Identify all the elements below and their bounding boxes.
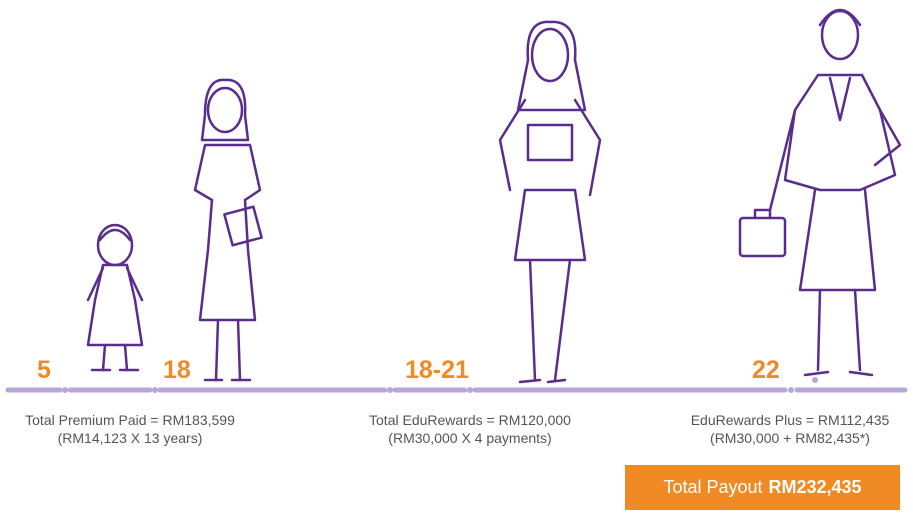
- timeline-dots: [62, 377, 818, 393]
- payout-label: Total Payout: [663, 477, 763, 497]
- age-label: 18: [163, 356, 191, 384]
- schoolgirl-figure: [193, 78, 263, 382]
- young-woman-figure: [498, 20, 602, 384]
- child-figure: [86, 223, 144, 372]
- note-line: (RM30,000 + RM82,435*): [710, 430, 870, 446]
- note-line: Total EduRewards = RM120,000: [369, 412, 571, 428]
- note-line: (RM30,000 X 4 payments): [388, 430, 551, 446]
- note-line: (RM14,123 X 13 years): [58, 430, 203, 446]
- businesswoman-figure: [738, 8, 902, 377]
- note-line: EduRewards Plus = RM112,435: [691, 412, 890, 428]
- age-label: 18-21: [405, 356, 469, 384]
- age-label: 22: [752, 356, 780, 384]
- note-line: Total Premium Paid = RM183,599: [25, 412, 235, 428]
- payout-box: Total Payout RM232,435: [625, 465, 900, 510]
- payout-amount: RM232,435: [768, 477, 862, 497]
- age-label: 5: [37, 356, 51, 384]
